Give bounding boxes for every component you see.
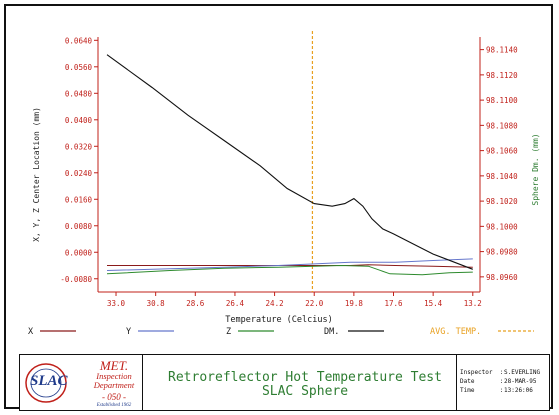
x-tick-label: 33.0 [107,299,126,308]
y-tick-label-left: 0.0080 [65,222,93,231]
y-tick-label-left: 0.0000 [65,248,93,257]
x-tick-label: 24.2 [266,299,284,308]
dept-established: Established 1962 [96,403,132,408]
date-value: 28-MAR-95 [504,378,537,385]
y-tick-label-left: -0.0080 [60,275,92,284]
legend-label: DM. [324,327,339,337]
y-tick-label-left: 0.0480 [65,89,93,98]
dept-line1: Inspection [96,371,132,381]
y-tick-label-right: 98.1060 [486,147,518,156]
series-dm-line [106,54,473,270]
inspector-value: S.EVERLING [504,369,541,376]
title-divider-right [456,355,457,410]
y-tick-label-right: 98.1100 [486,96,518,105]
y-tick-label-right: 98.0980 [486,248,518,257]
x-tick-label: 17.6 [384,299,403,308]
legend-label: X [28,327,34,337]
series-z-line [106,264,473,276]
y-tick-label-left: 0.0160 [65,195,93,204]
x-tick-label: 19.8 [345,299,364,308]
y-tick-label-right: 98.1140 [486,46,518,55]
dept-met: MET. [99,358,129,373]
x-tick-label: 26.4 [226,299,245,308]
dept-inspection: Inspection Department [86,372,142,390]
series-y-line [106,258,473,271]
logo-seal-icon [25,363,67,403]
chart-canvas: 0.0640 0.0560 0.0480 0.0400 0.0320 0.0240 0.01… [28,31,540,337]
x-axis-label: Temperature (Celcius) [225,315,332,325]
y-tick-label-right: 98.1080 [486,121,518,130]
x-tick-label: 30.8 [147,299,166,308]
x-tick-label: 22.0 [305,299,324,308]
legend-label: Z [226,327,231,337]
y-axis-label-right: Sphere Dm. (mm) [531,133,540,205]
y-tick-label-left: 0.0400 [65,116,93,125]
x-tick-label: 28.6 [186,299,205,308]
y-tick-label-right: 98.1120 [486,71,518,80]
y-tick-label-right: 98.0960 [486,273,518,282]
dept-number: - 050 - [102,392,126,402]
legend-label: AVG. TEMP. [430,327,481,337]
y-tick-label-left: 0.0320 [65,142,93,151]
date-label: Date : [460,378,504,385]
y-tick-label-left: 0.0240 [65,169,93,178]
chart-title: Retroreflector Hot Temperature Test [168,370,442,385]
inspector-label: Inspector : [460,369,504,376]
dept-line2: Department [93,380,135,390]
x-tick-label: 15.4 [424,299,443,308]
chart-subtitle: SLAC Sphere [261,384,349,399]
slac-logo: SLAC [24,361,92,405]
logo-text: SLAC [30,373,68,389]
y-tick-label-left: 0.0640 [65,36,93,45]
title-divider-left [142,355,143,410]
y-tick-label-left: 0.0560 [65,63,93,72]
y-tick-label-right: 98.1000 [486,222,518,231]
x-tick-label: 13.2 [464,299,482,308]
chart-frame: 0.0640 0.0560 0.0480 0.0400 0.0320 0.0240 0.01… [4,4,553,411]
y-tick-label-right: 98.1020 [486,197,518,206]
legend-label: Y [126,327,131,337]
title-block: SLAC MET. Inspection Department - 050 - … [19,354,550,411]
y-axis-label-left: X, Y, Z Center Location (mm) [32,107,41,242]
time-value: 13:26:06 [504,387,533,394]
time-label: Time : [460,387,504,394]
y-tick-label-right: 98.1040 [486,172,518,181]
